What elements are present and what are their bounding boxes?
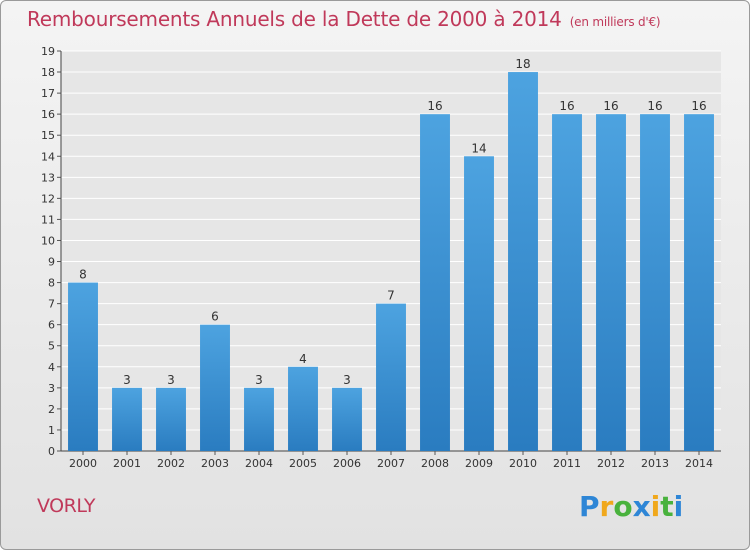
x-tick-label: 2012 — [597, 457, 625, 470]
y-tick-label: 1 — [48, 424, 55, 437]
logo-letter: i — [650, 490, 661, 523]
x-tick-label: 2001 — [113, 457, 141, 470]
bar — [596, 114, 626, 451]
logo-letter: i — [673, 490, 684, 523]
y-tick-label: 8 — [48, 277, 55, 290]
x-tick-label: 2004 — [245, 457, 273, 470]
x-tick-label: 2010 — [509, 457, 537, 470]
location-label: VORLY — [37, 495, 96, 517]
y-tick-label: 12 — [41, 192, 55, 205]
y-tick-label: 5 — [48, 340, 55, 353]
bar — [640, 114, 670, 451]
data-label: 16 — [559, 99, 574, 113]
data-label: 3 — [123, 373, 131, 387]
y-tick-label: 18 — [41, 66, 55, 79]
data-label: 7 — [387, 289, 395, 303]
bar — [112, 387, 142, 451]
chart-title: Remboursements Annuels de la Dette de 20… — [27, 7, 661, 31]
x-tick-label: 2005 — [289, 457, 317, 470]
proxiti-logo: Proxiti — [579, 490, 683, 523]
data-label: 3 — [255, 373, 263, 387]
x-tick-label: 2014 — [685, 457, 713, 470]
data-label: 16 — [647, 99, 662, 113]
y-tick-label: 13 — [41, 171, 55, 184]
logo-letter: P — [579, 490, 600, 523]
y-tick-label: 11 — [41, 213, 55, 226]
chart-title-text: Remboursements Annuels de la Dette de 20… — [27, 7, 562, 31]
bar — [376, 303, 406, 451]
y-tick-label: 19 — [41, 45, 55, 58]
x-tick-label: 2006 — [333, 457, 361, 470]
logo-letter: t — [660, 490, 674, 523]
y-tick-label: 4 — [48, 361, 55, 374]
y-tick-label: 7 — [48, 298, 55, 311]
y-tick-label: 14 — [41, 150, 55, 163]
bar — [156, 387, 186, 451]
x-tick-label: 2009 — [465, 457, 493, 470]
y-tick-label: 6 — [48, 319, 55, 332]
data-label: 4 — [299, 352, 307, 366]
data-label: 16 — [427, 99, 442, 113]
data-label: 3 — [343, 373, 351, 387]
bar — [508, 72, 538, 451]
bar — [288, 366, 318, 451]
bar — [464, 156, 494, 451]
y-tick-label: 9 — [48, 256, 55, 269]
x-tick-label: 2011 — [553, 457, 581, 470]
y-tick-label: 10 — [41, 234, 55, 247]
y-tick-label: 15 — [41, 129, 55, 142]
logo-letter: x — [632, 490, 651, 523]
bar — [68, 282, 98, 451]
y-tick-label: 0 — [48, 445, 55, 458]
data-label: 18 — [515, 57, 530, 71]
bar — [552, 114, 582, 451]
data-label: 14 — [471, 141, 486, 155]
bar — [332, 387, 362, 451]
data-label: 6 — [211, 310, 219, 324]
x-tick-label: 2007 — [377, 457, 405, 470]
y-tick-label: 17 — [41, 87, 55, 100]
bar — [684, 114, 714, 451]
logo-letter: o — [613, 490, 633, 523]
x-tick-label: 2003 — [201, 457, 229, 470]
bar — [244, 387, 274, 451]
data-label: 16 — [603, 99, 618, 113]
x-tick-label: 2002 — [157, 457, 185, 470]
data-label: 8 — [79, 268, 87, 282]
y-tick-label: 3 — [48, 382, 55, 395]
chart-unit: (en milliers d'€) — [569, 15, 661, 29]
data-label: 3 — [167, 373, 175, 387]
data-label: 16 — [691, 99, 706, 113]
x-tick-label: 2008 — [421, 457, 449, 470]
x-tick-label: 2013 — [641, 457, 669, 470]
bar — [200, 324, 230, 451]
x-tick-label: 2000 — [69, 457, 97, 470]
bar — [420, 114, 450, 451]
y-tick-label: 2 — [48, 403, 55, 416]
y-tick-label: 16 — [41, 108, 55, 121]
logo-letter: r — [599, 490, 614, 523]
